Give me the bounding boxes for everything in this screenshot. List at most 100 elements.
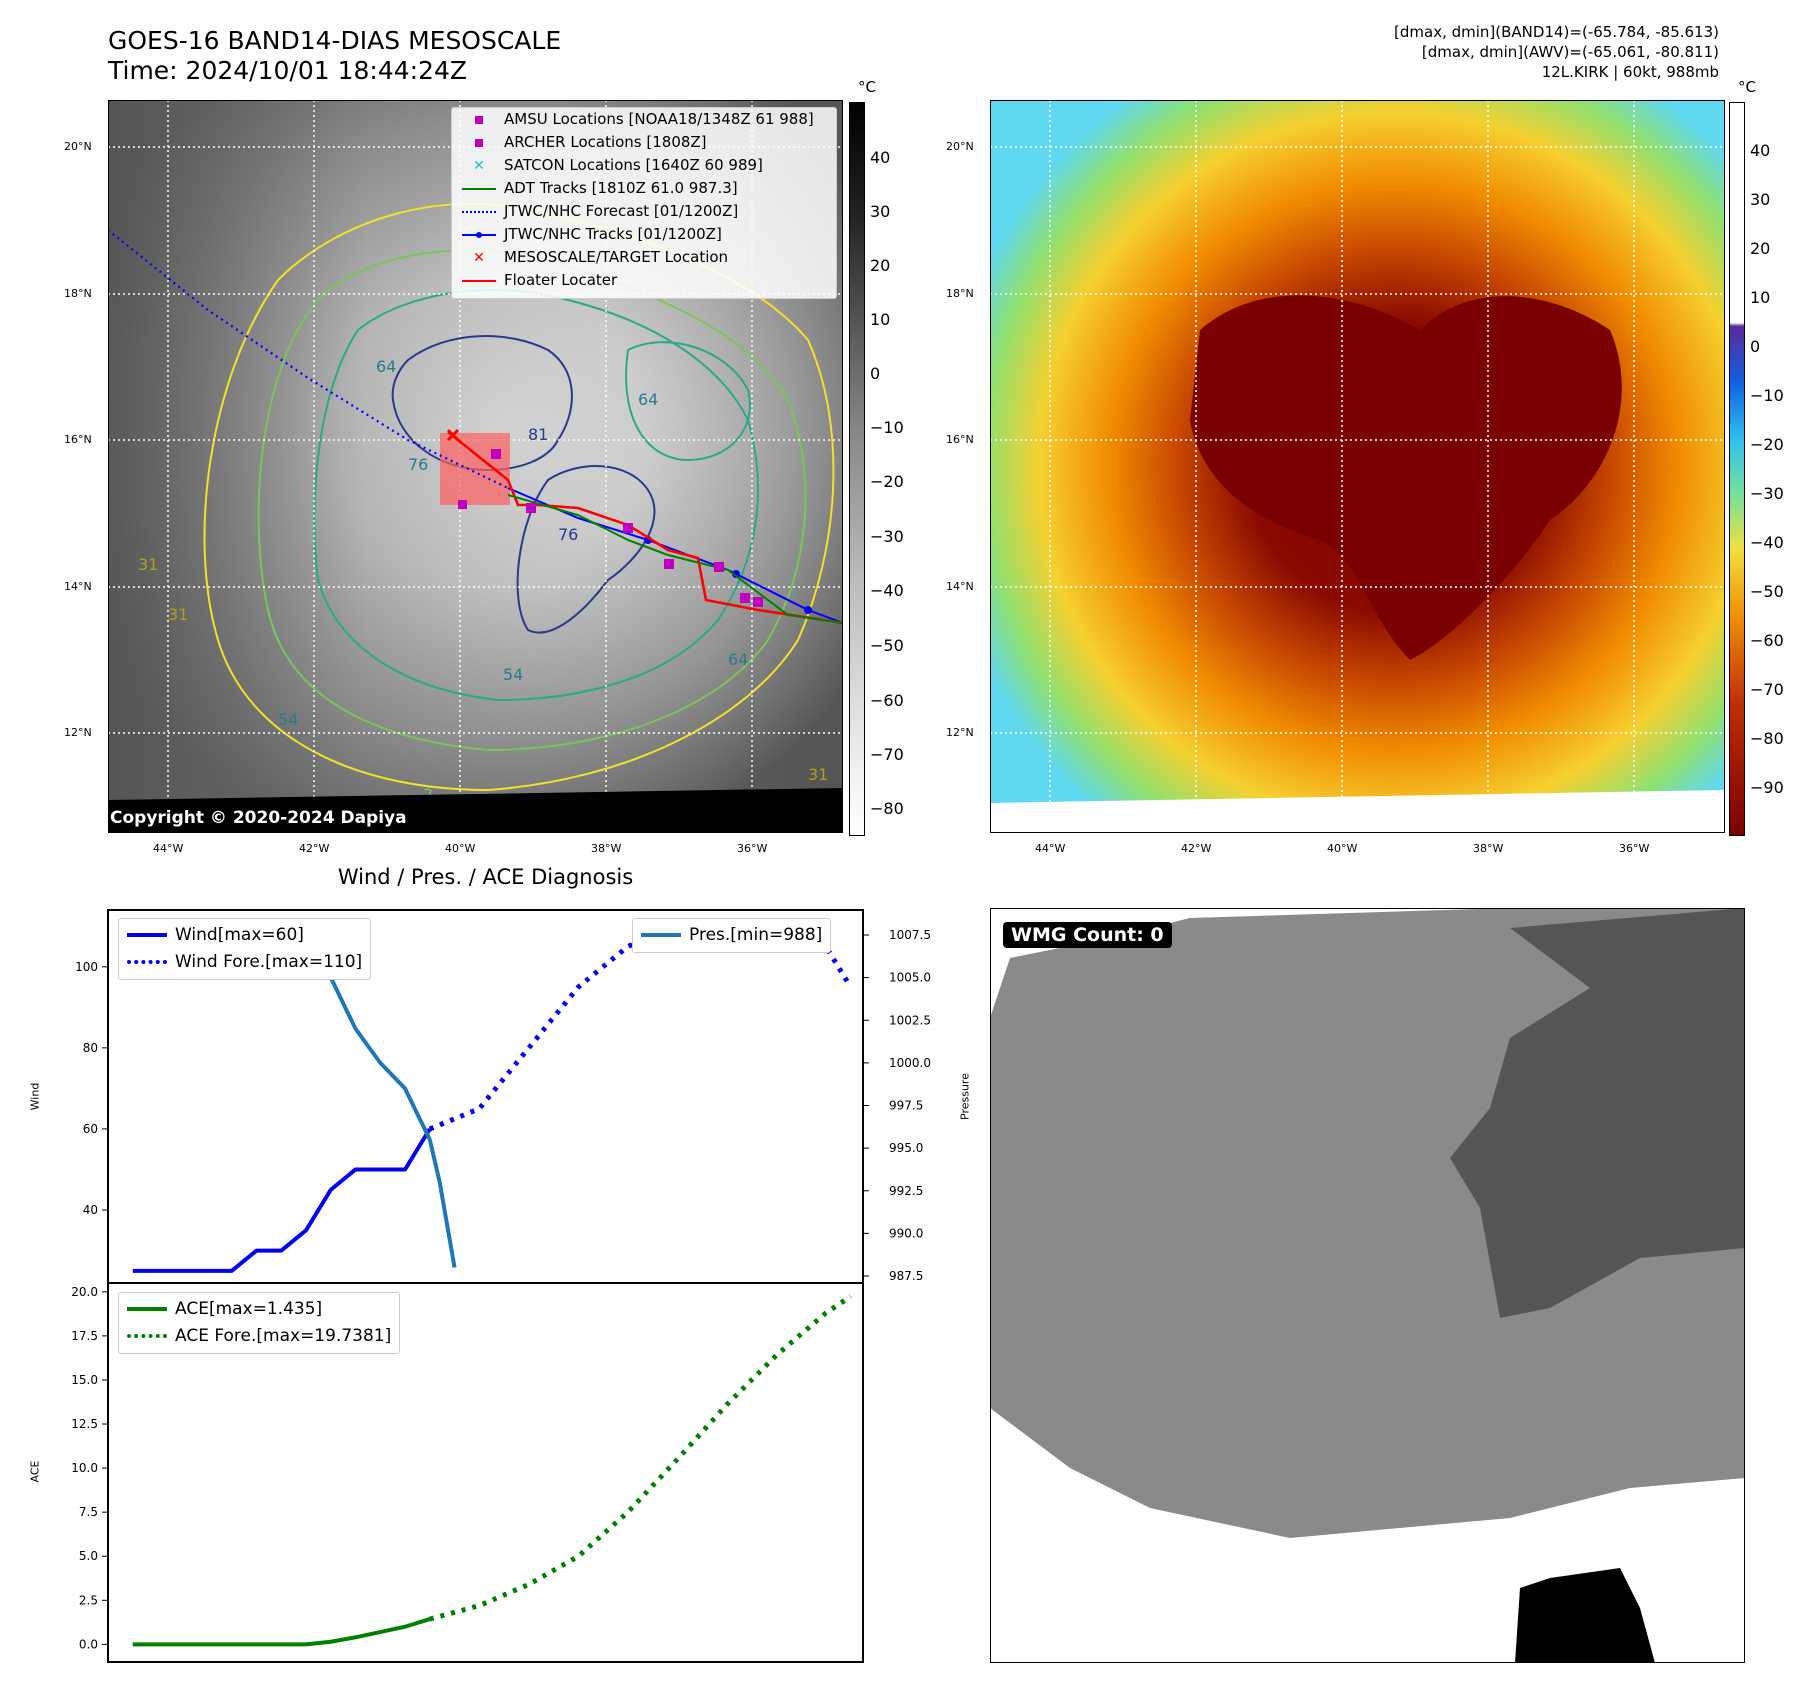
ir-legend-item: ✕ MESOSCALE/TARGET Location <box>452 246 836 269</box>
ir-lon-tick: 42°W <box>299 842 330 855</box>
ir-colorbar-tick: 40 <box>870 148 891 167</box>
ir-colorbar-tick: −70 <box>870 745 904 764</box>
ir-legend: AMSU Locations [NOAA18/1348Z 61 988] ARCH… <box>451 107 837 299</box>
ace-forecast-legend-label: ACE Fore.[max=19.7381] <box>175 1326 392 1346</box>
wmg-map <box>990 908 1745 1663</box>
legend-marker-icon: ✕ <box>473 249 485 266</box>
ace-forecast-line <box>429 1294 853 1622</box>
wind-axis-label: Wind <box>28 1082 42 1111</box>
wind-line <box>132 1127 432 1273</box>
ace-tick-label: 5.0 <box>79 1549 98 1563</box>
ir-legend-item: ADT Tracks [1810Z 61.0 987.3] <box>452 177 836 200</box>
wv-colorbar-tick: −50 <box>1750 582 1784 601</box>
ace-tick-label: 7.5 <box>79 1505 98 1519</box>
ace-tick-label: 15.0 <box>71 1373 98 1387</box>
ir-legend-item: ARCHER Locations [1808Z] <box>452 131 836 154</box>
wv-lat-tick: 12°N <box>946 726 974 739</box>
contour-label: 64 <box>376 357 396 376</box>
pressure-tick-label: 995.0 <box>889 1141 923 1155</box>
legend-marker-icon: ✕ <box>473 157 485 174</box>
info-line-2: [dmax, dmin](AWV)=(-65.061, -80.811) <box>1421 43 1719 61</box>
wv-colorbar <box>1729 102 1745 836</box>
ir-lat-tick: 18°N <box>64 287 92 300</box>
figure-title: GOES-16 BAND14-DIAS MESOSCALE Time: 2024… <box>108 26 561 86</box>
wv-lat-tick: 20°N <box>946 140 974 153</box>
wv-lon-tick: 42°W <box>1181 842 1212 855</box>
ir-legend-label: ADT Tracks [1810Z 61.0 987.3] <box>504 179 738 197</box>
pressure-tick-label: 1002.5 <box>889 1013 931 1027</box>
ir-legend-label: JTWC/NHC Tracks [01/1200Z] <box>504 225 722 243</box>
ir-lon-tick: 44°W <box>153 842 184 855</box>
contour-label: 2 <box>423 785 433 804</box>
ace-tick-label: 10.0 <box>71 1461 98 1475</box>
pressure-tick-label: 1007.5 <box>889 928 931 942</box>
contour-label: 54 <box>278 710 298 729</box>
wind-forecast-legend-label: Wind Fore.[max=110] <box>175 952 363 972</box>
contour-label: 76 <box>558 525 578 544</box>
info-line-1: [dmax, dmin](BAND14)=(-65.784, -85.613) <box>1394 23 1719 41</box>
wv-lon-tick: 38°W <box>1473 842 1504 855</box>
info-line-3: 12L.KIRK | 60kt, 988mb <box>1541 63 1719 81</box>
ir-legend-item: ✕ SATCON Locations [1640Z 60 989] <box>452 154 836 177</box>
wv-lon-tick: 40°W <box>1327 842 1358 855</box>
wmg-count-badge: WMG Count: 0 <box>1003 922 1172 948</box>
ir-colorbar-tick: 10 <box>870 310 891 329</box>
pressure-legend: Pres.[min=988] <box>632 918 832 953</box>
wv-colorbar-tick: −30 <box>1750 484 1784 503</box>
contour-label: 76 <box>408 455 428 474</box>
pressure-tick-label: 1000.0 <box>889 1056 931 1070</box>
wv-colorbar-unit: °C <box>1738 78 1756 96</box>
wv-colorbar-tick: 40 <box>1750 141 1771 160</box>
ace-tick-label: 0.0 <box>79 1637 98 1651</box>
pressure-tick-label: 990.0 <box>889 1226 923 1240</box>
contour-label: 64 <box>728 650 748 669</box>
wv-colorbar-tick: −90 <box>1750 778 1784 797</box>
ir-legend-item: AMSU Locations [NOAA18/1348Z 61 988] <box>452 108 836 131</box>
wv-lat-tick: 16°N <box>946 433 974 446</box>
ir-colorbar-tick: −80 <box>870 799 904 818</box>
wv-colorbar-tick: −70 <box>1750 680 1784 699</box>
legend-marker-icon <box>462 200 496 223</box>
ir-colorbar-tick: 20 <box>870 256 891 275</box>
storm-info: [dmax, dmin](BAND14)=(-65.784, -85.613) … <box>1394 22 1719 82</box>
contour-label: 31 <box>168 605 188 624</box>
ace-tick-label: 17.5 <box>71 1329 98 1343</box>
ir-legend-label: AMSU Locations [NOAA18/1348Z 61 988] <box>504 110 814 128</box>
contour-label: 54 <box>503 665 523 684</box>
wv-lon-tick: 36°W <box>1619 842 1650 855</box>
legend-marker-icon <box>462 108 496 131</box>
ace-legend: ACE[max=1.435] ACE Fore.[max=19.7381] <box>118 1292 401 1354</box>
contour-label: 31 <box>808 765 828 784</box>
ir-colorbar-tick: 0 <box>870 364 881 383</box>
ir-lat-tick: 16°N <box>64 433 92 446</box>
ir-colorbar-tick: −10 <box>870 418 904 437</box>
pressure-tick-label: 992.5 <box>889 1184 923 1198</box>
legend-marker-icon <box>462 269 496 292</box>
ir-legend-label: MESOSCALE/TARGET Location <box>504 248 729 266</box>
title-line-1: GOES-16 BAND14-DIAS MESOSCALE <box>108 26 562 55</box>
ir-legend-item: JTWC/NHC Forecast [01/1200Z] <box>452 200 836 223</box>
ir-legend-label: SATCON Locations [1640Z 60 989] <box>504 156 763 174</box>
pressure-tick-label: 997.5 <box>889 1099 923 1113</box>
wind-tick-label: 40 <box>83 1203 98 1217</box>
pressure-axis-label: Pressure <box>958 1073 972 1120</box>
ace-axis-label: ACE <box>28 1460 42 1483</box>
ace-line <box>132 1617 431 1647</box>
ir-legend-label: ARCHER Locations [1808Z] <box>504 133 707 151</box>
ace-tick-label: 20.0 <box>71 1285 98 1299</box>
ir-colorbar-tick: −30 <box>870 527 904 546</box>
wv-colorbar-tick: −10 <box>1750 386 1784 405</box>
ir-colorbar-tick: −50 <box>870 636 904 655</box>
wv-colorbar-tick: 10 <box>1750 288 1771 307</box>
wv-colorbar-tick: −80 <box>1750 729 1784 748</box>
floater-box <box>440 433 510 505</box>
ir-colorbar-tick: −60 <box>870 691 904 710</box>
wind-legend: Wind[max=60] Wind Fore.[max=110] <box>118 918 372 980</box>
wv-lat-tick: 18°N <box>946 287 974 300</box>
contour-label: 31 <box>138 555 158 574</box>
ir-legend-item: Floater Locater <box>452 269 836 292</box>
ace-tick-label: 2.5 <box>79 1593 98 1607</box>
wind-legend-label: Wind[max=60] <box>175 925 304 945</box>
ir-colorbar-unit: °C <box>858 78 876 96</box>
legend-marker-icon <box>462 177 496 200</box>
